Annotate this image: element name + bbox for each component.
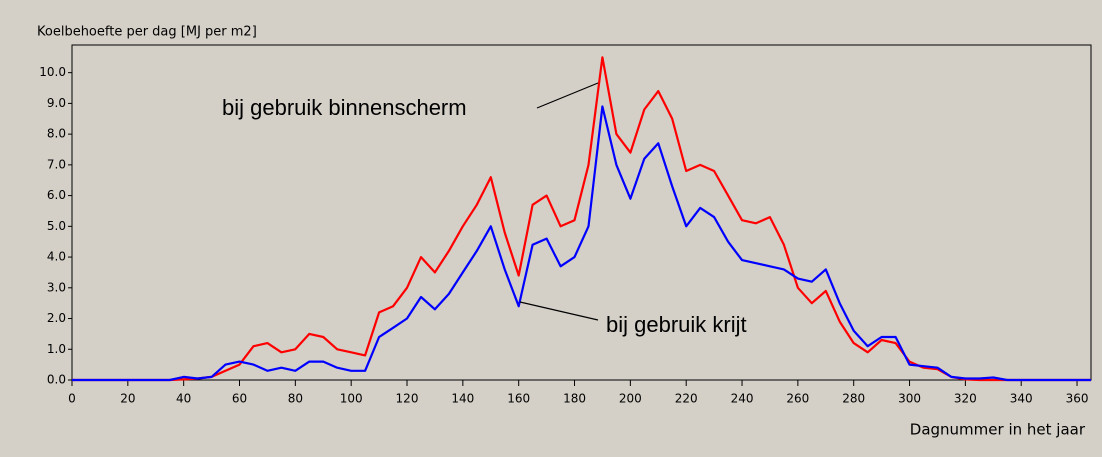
x-axis-label: Dagnummer in het jaar <box>910 421 1086 439</box>
y-tick-label: 0.0 <box>47 373 66 387</box>
y-tick-label: 9.0 <box>47 96 66 110</box>
plot-frame <box>71 44 1092 381</box>
x-tick-label: 60 <box>232 392 247 406</box>
x-tick-label: 0 <box>68 392 76 406</box>
y-tick-label: 7.0 <box>47 157 66 171</box>
annotation-pointer <box>536 82 599 109</box>
x-tick-label: 340 <box>1010 392 1033 406</box>
x-tick-label: 40 <box>176 392 191 406</box>
y-tick-label: 2.0 <box>47 311 66 325</box>
x-tick-label: 300 <box>898 392 921 406</box>
x-tick-label: 240 <box>731 392 754 406</box>
y-tick-label: 5.0 <box>47 219 66 233</box>
x-tick-label: 180 <box>563 392 586 406</box>
x-tick-label: 140 <box>451 392 474 406</box>
series-line <box>72 105 1091 382</box>
y-tick-label: 10.0 <box>39 65 66 79</box>
y-tick-label: 8.0 <box>47 127 66 141</box>
x-tick-label: 260 <box>786 392 809 406</box>
y-tick-label: 6.0 <box>47 188 66 202</box>
series-annotation: bij gebruik krijt <box>606 312 747 337</box>
x-tick-label: 220 <box>675 392 698 406</box>
x-tick-label: 80 <box>288 392 303 406</box>
x-tick-label: 200 <box>619 392 642 406</box>
chart-title: Koelbehoefte per dag [MJ per m2] <box>37 25 257 40</box>
x-tick-label: 100 <box>340 392 363 406</box>
x-tick-label: 120 <box>396 392 419 406</box>
y-tick-label: 1.0 <box>47 342 66 356</box>
x-tick-label: 280 <box>842 392 865 406</box>
y-tick-label: 4.0 <box>47 250 66 264</box>
x-tick-label: 160 <box>507 392 530 406</box>
annotation-pointer <box>519 301 599 321</box>
series-annotation: bij gebruik binnenscherm <box>222 95 467 120</box>
x-tick-label: 20 <box>120 392 135 406</box>
x-tick-label: 320 <box>954 392 977 406</box>
x-tick-label: 360 <box>1066 392 1089 406</box>
y-tick-label: 3.0 <box>47 280 66 294</box>
